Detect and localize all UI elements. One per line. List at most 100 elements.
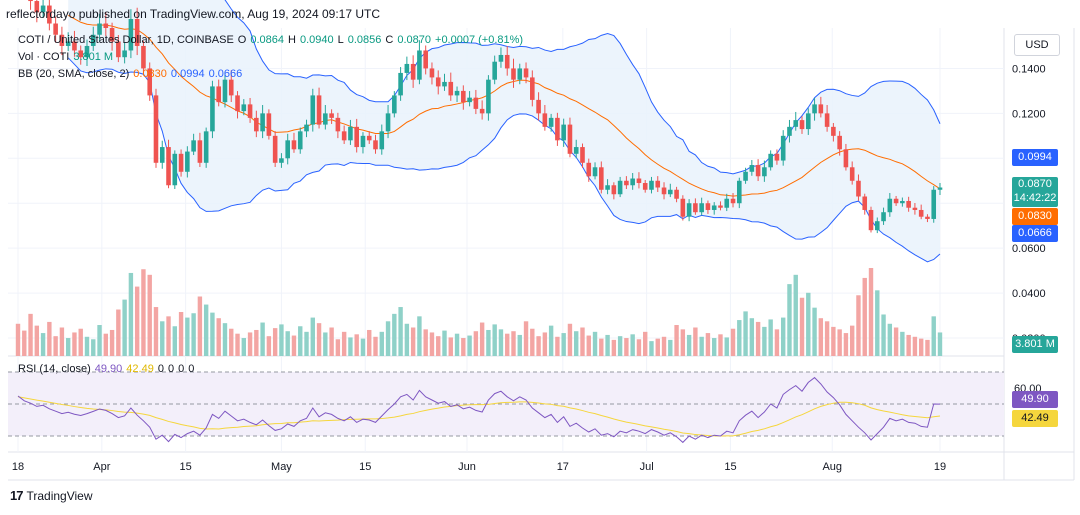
volume-bar xyxy=(674,325,679,356)
volume-bar xyxy=(423,329,428,356)
candle-body xyxy=(40,5,46,13)
candle-body xyxy=(153,95,159,163)
volume-bar xyxy=(473,331,479,356)
candle-body xyxy=(749,165,755,172)
volume-bar xyxy=(404,323,410,356)
candle-body xyxy=(84,45,90,58)
volume-bar xyxy=(348,337,353,356)
candle-body xyxy=(555,117,560,141)
bb-basis-value: 0.0830 xyxy=(133,68,167,80)
volume-bar xyxy=(730,328,736,356)
candle-body xyxy=(279,158,284,163)
candle-body xyxy=(78,50,84,58)
close-label: C xyxy=(385,34,394,46)
volume-bar xyxy=(680,329,686,356)
volume-bar xyxy=(831,326,836,356)
candle-body xyxy=(912,207,918,210)
volume-bar xyxy=(862,277,867,356)
volume-bar xyxy=(937,332,943,356)
volume-bar xyxy=(749,318,755,356)
volume-bar xyxy=(298,326,303,356)
volume-bar xyxy=(542,332,548,356)
volume-bar xyxy=(624,338,629,356)
currency-button[interactable]: USD xyxy=(1014,34,1060,56)
bb-basis-tag: 0.0830 xyxy=(1012,208,1058,225)
volume-bar xyxy=(272,328,278,356)
y-tick-label: 0.0400 xyxy=(1012,288,1046,300)
candle-body xyxy=(661,187,667,195)
candle-body xyxy=(624,180,629,186)
volume-bar xyxy=(799,297,805,356)
candle-body xyxy=(730,198,736,204)
volume-bar xyxy=(574,331,579,356)
volume-value: 3.801 M xyxy=(73,51,114,63)
candle-body xyxy=(868,209,874,231)
candle-body xyxy=(881,212,886,222)
high-label: H xyxy=(288,34,296,46)
candle-body xyxy=(134,19,140,46)
volume-bar xyxy=(166,316,171,356)
volume-bar xyxy=(661,336,667,356)
candle-body xyxy=(511,68,516,80)
candle-body xyxy=(787,126,792,136)
candle-body xyxy=(837,135,842,150)
candle-body xyxy=(874,221,880,231)
volume-bar xyxy=(505,333,510,356)
volume-bar xyxy=(630,334,635,356)
volume-bar xyxy=(580,327,585,356)
candle-body xyxy=(366,135,372,141)
candle-body xyxy=(780,135,786,161)
volume-legend[interactable]: Vol · COTI 3.801 M xyxy=(18,51,113,63)
candle-body xyxy=(893,198,899,204)
x-tick-label: Apr xyxy=(93,461,110,473)
volume-bar xyxy=(561,333,566,356)
volume-bar xyxy=(216,318,221,356)
volume-bar xyxy=(849,325,855,356)
volume-bar xyxy=(768,319,773,356)
volume-bar xyxy=(310,317,315,356)
volume-bar xyxy=(536,336,541,356)
bb-legend[interactable]: BB (20, SMA, close, 2) 0.0830 0.0994 0.0… xyxy=(18,68,242,80)
rsi-value: 49.90 xyxy=(94,363,123,375)
rsi-legend[interactable]: RSI (14, close) 49.90 42.49 0 0 0 0 xyxy=(18,363,194,375)
candle-body xyxy=(831,126,836,136)
candle-body xyxy=(592,167,598,177)
volume-bar xyxy=(856,295,861,356)
candle-body xyxy=(159,147,165,163)
candle-body xyxy=(849,167,855,181)
rsi-extra-value: 0 xyxy=(157,363,164,375)
volume-bar xyxy=(743,311,748,356)
symbol-legend[interactable]: COTI / United States Dollar, 1D, COINBAS… xyxy=(18,34,523,46)
tradingview-brand[interactable]: 17 TradingView xyxy=(10,488,93,503)
candle-body xyxy=(736,180,742,204)
volume-bar xyxy=(367,329,372,356)
volume-bar xyxy=(247,332,253,356)
volume-bar xyxy=(84,336,90,356)
low-value: 0.0856 xyxy=(347,34,382,46)
candle-body xyxy=(385,113,391,132)
candle-body xyxy=(360,135,366,148)
change-value: +0.0007 (+0.81%) xyxy=(435,34,524,46)
candle-body xyxy=(492,61,497,80)
candle-body xyxy=(686,203,692,217)
candle-body xyxy=(536,99,541,114)
rsi-tag: 49.90 xyxy=(1012,391,1058,408)
candle-body xyxy=(900,200,905,204)
volume-bar xyxy=(436,336,441,356)
candle-body xyxy=(699,203,704,213)
volume-bar xyxy=(379,331,384,356)
last-price-tag: 0.0870 14:42:22 xyxy=(1012,177,1058,207)
volume-bar xyxy=(655,338,660,356)
rsi-label: RSI (14, close) xyxy=(18,363,91,375)
candle-body xyxy=(605,185,610,190)
volume-bar xyxy=(705,333,711,356)
candle-body xyxy=(818,104,824,114)
volume-bar xyxy=(197,296,203,356)
volume-bar xyxy=(686,334,692,356)
volume-bar xyxy=(824,321,830,356)
volume-bar xyxy=(806,292,811,356)
volume-bar xyxy=(47,321,52,356)
volume-bar xyxy=(109,329,115,356)
candle-body xyxy=(862,196,868,210)
